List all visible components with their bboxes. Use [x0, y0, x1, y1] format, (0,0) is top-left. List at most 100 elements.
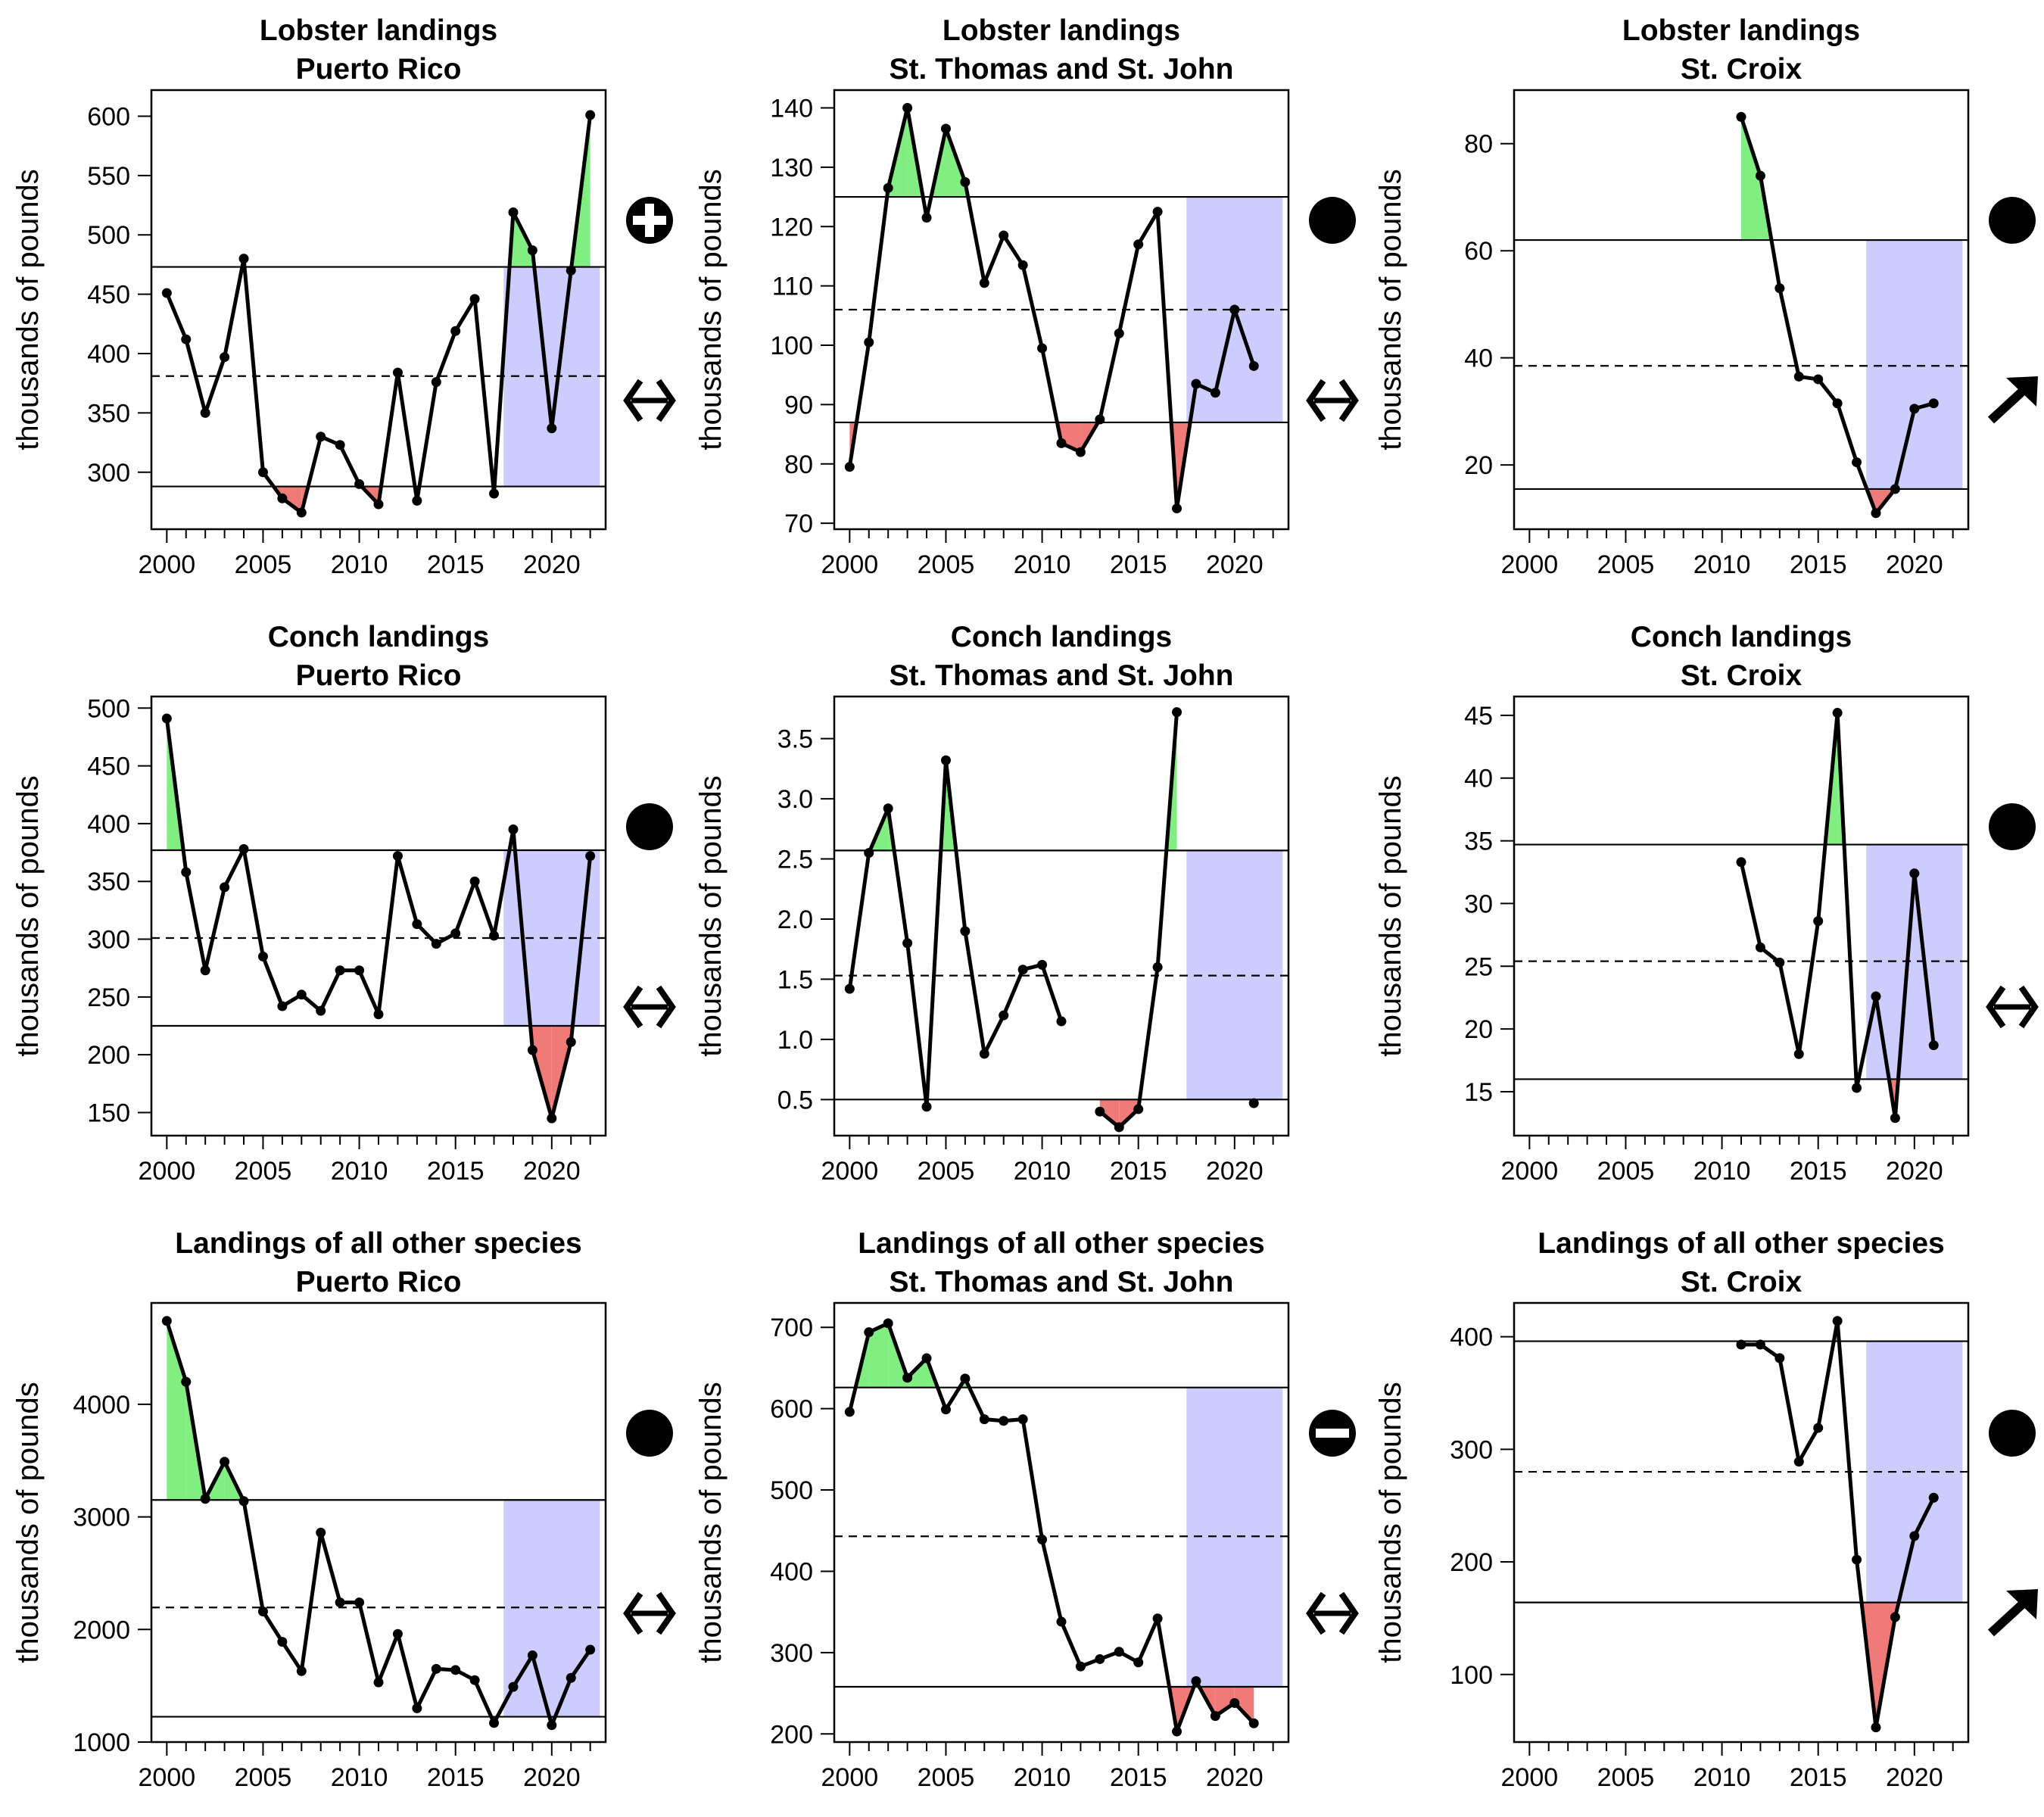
x-tick-label: 2005 — [235, 1763, 292, 1792]
y-axis-label: thousands of pounds — [1374, 169, 1407, 450]
x-tick-label: 2015 — [1790, 550, 1847, 579]
data-point — [469, 294, 480, 304]
y-tick-label: 200 — [1450, 1548, 1493, 1577]
data-point — [883, 803, 893, 814]
y-axis-label: thousands of pounds — [694, 1382, 728, 1663]
data-point — [238, 843, 249, 854]
chart-subtitle: Puerto Rico — [296, 659, 462, 692]
data-point — [489, 930, 500, 941]
data-point — [354, 1597, 365, 1608]
x-tick-label: 2020 — [523, 1157, 581, 1186]
y-tick-label: 450 — [87, 281, 130, 310]
x-tick-label: 2015 — [427, 1157, 485, 1186]
y-axis-label: thousands of pounds — [1374, 775, 1407, 1056]
data-point — [921, 1353, 932, 1364]
y-tick-label: 500 — [770, 1476, 813, 1505]
x-tick-label: 2005 — [918, 1763, 975, 1792]
data-point — [489, 488, 500, 499]
y-tick-label: 300 — [87, 926, 130, 955]
data-point — [883, 182, 893, 193]
y-tick-label: 400 — [770, 1557, 813, 1586]
data-point — [940, 755, 951, 765]
data-point — [1871, 1722, 1881, 1733]
data-point — [469, 1675, 480, 1685]
y-tick-label: 350 — [87, 399, 130, 428]
data-point — [450, 1665, 461, 1675]
y-tick-label: 450 — [87, 753, 130, 781]
y-tick-label: 80 — [1464, 130, 1493, 159]
y-tick-label: 20 — [1464, 451, 1493, 480]
double-arrow-horizontal-icon — [1306, 1591, 1359, 1635]
data-point — [508, 824, 519, 835]
data-point — [1774, 957, 1785, 968]
plus-circle-icon — [626, 197, 673, 244]
y-tick-label: 600 — [770, 1395, 813, 1424]
y-tick-label: 15 — [1464, 1078, 1493, 1107]
data-point — [1037, 343, 1048, 354]
data-point — [1037, 1535, 1048, 1545]
filled-circle-icon — [626, 803, 673, 850]
chart-subtitle: St. Thomas and St. John — [889, 1266, 1233, 1298]
data-point — [1890, 484, 1900, 494]
chart-subtitle: Puerto Rico — [296, 53, 462, 86]
series-line — [847, 1321, 1256, 1734]
data-point — [181, 867, 192, 877]
y-tick-label: 0.5 — [777, 1086, 813, 1114]
chart-panel: Landings of all other species St. Croix th… — [1374, 1227, 2038, 1792]
data-point — [354, 965, 365, 976]
data-point — [960, 1373, 971, 1384]
chart-subtitle: St. Thomas and St. John — [889, 53, 1233, 86]
y-tick-label: 300 — [1450, 1435, 1493, 1464]
data-point — [181, 1376, 192, 1387]
double-arrow-horizontal-icon — [623, 985, 676, 1029]
data-point — [431, 1663, 441, 1674]
y-tick-label: 200 — [770, 1720, 813, 1749]
x-tick-label: 2000 — [139, 1157, 196, 1186]
data-point — [1133, 1104, 1144, 1114]
data-point — [1909, 404, 1920, 414]
x-tick-label: 2015 — [1110, 1763, 1167, 1792]
plot-area — [834, 103, 1288, 514]
data-point — [1813, 374, 1824, 385]
data-point — [1793, 371, 1804, 382]
double-arrow-horizontal-icon — [1306, 379, 1359, 422]
chart-panel: Conch landings Puerto Rico thousands of po… — [11, 621, 676, 1186]
y-tick-label: 90 — [784, 391, 813, 419]
data-point — [316, 1527, 326, 1538]
chart-panel: Conch landings St. Thomas and St. John tho… — [694, 621, 1290, 1186]
data-point — [1736, 111, 1746, 122]
y-tick-label: 3000 — [73, 1504, 130, 1532]
data-point — [999, 1010, 1009, 1021]
y-tick-label: 100 — [1450, 1661, 1493, 1690]
above-threshold-fill — [1741, 117, 1761, 241]
x-tick-label: 2005 — [918, 1157, 975, 1186]
data-point — [960, 176, 971, 187]
x-tick-label: 2000 — [1501, 1157, 1559, 1186]
recent-period-shade — [503, 1500, 600, 1717]
data-point — [1114, 328, 1124, 338]
above-threshold-fill — [868, 1323, 889, 1388]
data-point — [200, 1494, 210, 1504]
x-tick-label: 2020 — [1206, 1157, 1263, 1186]
data-point — [1755, 942, 1765, 952]
y-tick-label: 80 — [784, 450, 813, 479]
y-axis-label: thousands of pounds — [694, 775, 728, 1056]
arrow-up-right-icon — [1987, 376, 2038, 424]
y-tick-label: 4000 — [73, 1391, 130, 1420]
data-point — [1056, 438, 1067, 448]
data-point — [902, 938, 913, 949]
series-line — [847, 758, 1064, 1109]
y-tick-label: 600 — [87, 102, 130, 131]
filled-circle-icon — [626, 1410, 673, 1457]
data-point — [960, 926, 971, 937]
data-point — [161, 1316, 172, 1326]
y-axis-label: thousands of pounds — [11, 1382, 45, 1663]
data-point — [1191, 1675, 1201, 1686]
data-point — [585, 110, 596, 120]
data-point — [1890, 1113, 1900, 1124]
series-line — [1098, 712, 1179, 1130]
chart-title: Landings of all other species — [175, 1227, 581, 1260]
data-point — [1095, 414, 1105, 425]
y-tick-label: 35 — [1464, 827, 1493, 856]
data-point — [200, 965, 210, 976]
